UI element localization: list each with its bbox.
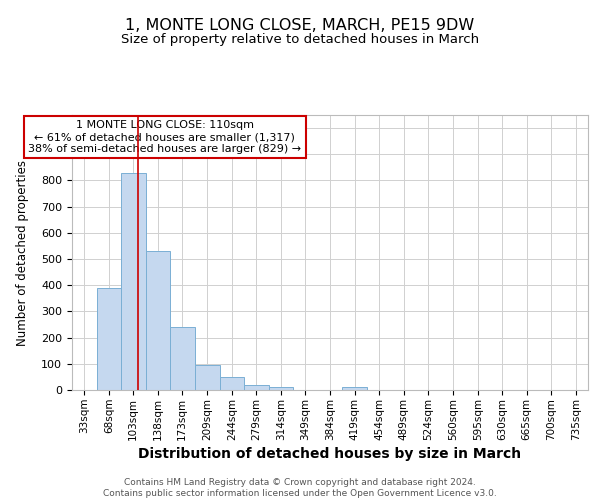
Bar xyxy=(269,387,293,390)
Bar xyxy=(220,377,244,390)
Bar xyxy=(170,327,194,390)
Bar xyxy=(97,288,121,390)
Y-axis label: Number of detached properties: Number of detached properties xyxy=(16,160,29,346)
X-axis label: Distribution of detached houses by size in March: Distribution of detached houses by size … xyxy=(139,446,521,460)
Bar xyxy=(244,385,269,390)
Bar xyxy=(342,388,367,390)
Bar xyxy=(195,365,220,390)
Text: Contains HM Land Registry data © Crown copyright and database right 2024.
Contai: Contains HM Land Registry data © Crown c… xyxy=(103,478,497,498)
Text: 1 MONTE LONG CLOSE: 110sqm
← 61% of detached houses are smaller (1,317)
38% of s: 1 MONTE LONG CLOSE: 110sqm ← 61% of deta… xyxy=(28,120,301,154)
Text: Size of property relative to detached houses in March: Size of property relative to detached ho… xyxy=(121,32,479,46)
Bar xyxy=(146,251,170,390)
Bar xyxy=(121,173,146,390)
Text: 1, MONTE LONG CLOSE, MARCH, PE15 9DW: 1, MONTE LONG CLOSE, MARCH, PE15 9DW xyxy=(125,18,475,32)
